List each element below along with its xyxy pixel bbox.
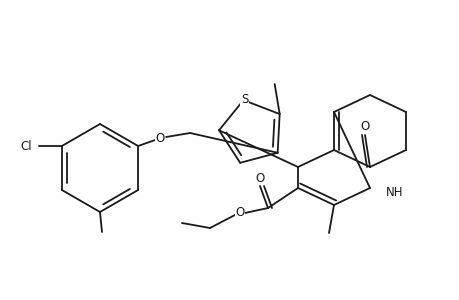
Text: O: O <box>155 131 164 145</box>
Text: Cl: Cl <box>20 140 32 152</box>
Text: O: O <box>359 121 369 134</box>
Text: NH: NH <box>385 187 403 200</box>
Text: S: S <box>240 93 247 106</box>
Text: O: O <box>255 172 264 184</box>
Text: O: O <box>235 206 244 220</box>
